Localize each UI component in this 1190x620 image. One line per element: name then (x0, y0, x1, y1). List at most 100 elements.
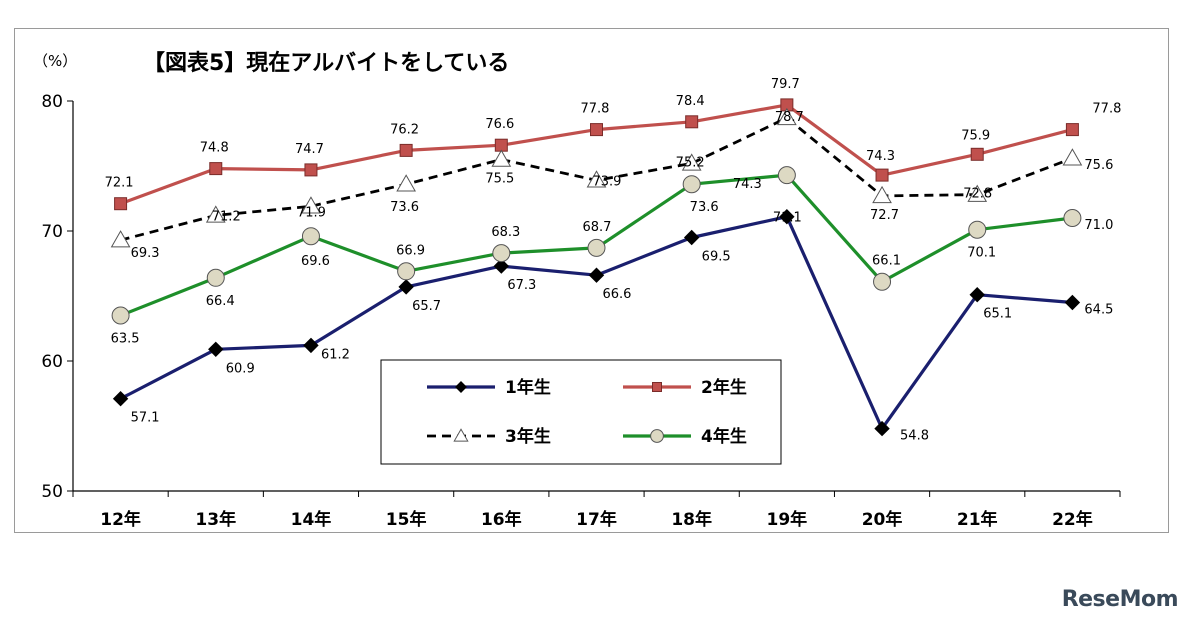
data-label: 69.3 (131, 246, 160, 261)
data-label: 74.3 (866, 149, 895, 164)
marker-triangle (491, 149, 512, 167)
data-label: 65.1 (983, 307, 1012, 322)
marker-square (114, 197, 128, 211)
marker-square (209, 162, 223, 176)
data-label: 72.7 (870, 208, 899, 223)
legend-entry-2: 2年生 (623, 377, 747, 398)
legend-entry-1: 1年生 (427, 377, 551, 398)
x-tick-label: 16年 (481, 509, 522, 530)
data-label: 66.4 (206, 294, 235, 309)
marker-circle (587, 238, 606, 257)
y-tick-label: 80 (41, 92, 63, 112)
data-label: 74.7 (295, 142, 324, 157)
data-label: 73.6 (690, 200, 719, 215)
marker-circle (1063, 209, 1082, 227)
legend-label: 2年生 (701, 377, 747, 398)
x-tick-label: 15年 (386, 509, 427, 530)
marker-diamond (493, 258, 510, 274)
data-label: 78.7 (775, 110, 804, 125)
data-label: 60.9 (226, 361, 255, 376)
x-tick-label: 13年 (195, 509, 236, 530)
series-4 (111, 166, 1082, 325)
marker-circle (968, 220, 987, 239)
legend-label: 1年生 (505, 377, 551, 398)
marker-triangle (681, 153, 702, 171)
marker-diamond (683, 229, 700, 246)
marker-triangle (453, 428, 469, 442)
chart-title: 【図表5】現在アルバイトをしている (143, 50, 509, 76)
marker-diamond (779, 208, 795, 225)
marker-square (685, 115, 699, 129)
data-label: 75.6 (1084, 158, 1113, 173)
series-2 (114, 98, 1079, 211)
marker-triangle (586, 170, 607, 188)
series-1 (112, 208, 1081, 437)
data-label: 76.6 (485, 117, 514, 132)
marker-triangle (301, 196, 321, 214)
data-label: 74.3 (733, 177, 762, 192)
chart-frame: 【図表5】現在アルバイトをしている （%） 50 60 70 80 12年 13年 14年 1… (14, 28, 1169, 533)
marker-diamond (874, 420, 890, 437)
data-label: 75.2 (676, 155, 705, 170)
marker-circle (111, 306, 130, 325)
marker-circle (492, 244, 511, 263)
data-label: 72.1 (105, 176, 134, 191)
data-label: 71.9 (297, 205, 326, 220)
data-label: 69.6 (301, 254, 330, 269)
marker-square (304, 163, 318, 177)
y-axis-unit: （%） (33, 52, 77, 70)
data-label: 75.5 (485, 172, 514, 187)
resemom-logo: ReseMom (1061, 587, 1179, 612)
marker-diamond (455, 381, 467, 393)
marker-triangle (1062, 148, 1083, 166)
data-labels: 57.1 60.9 61.2 65.7 67.3 66.6 69.5 71.1 54.8 65.1… (105, 77, 1122, 444)
data-label: 76.2 (390, 122, 419, 137)
x-tick-label: 20年 (862, 509, 903, 530)
data-label: 68.3 (491, 225, 520, 240)
data-label: 73.9 (593, 174, 622, 189)
marker-square (1065, 123, 1079, 137)
marker-circle (397, 262, 416, 281)
marker-triangle (967, 184, 988, 202)
data-label: 64.5 (1084, 303, 1113, 318)
marker-circle (682, 175, 701, 194)
marker-circle (206, 268, 225, 287)
data-label: 79.7 (771, 77, 800, 92)
legend: 1年生 2年生 3年生 4年生 (380, 359, 782, 465)
y-tick-label: 50 (41, 482, 63, 502)
marker-diamond (398, 279, 414, 295)
data-label: 78.4 (676, 94, 705, 109)
marker-triangle (205, 205, 226, 223)
legend-label: 4年生 (701, 426, 747, 447)
x-tick-label: 14年 (291, 509, 332, 530)
data-label: 75.9 (961, 128, 990, 143)
marker-square (494, 138, 508, 152)
data-label: 66.6 (603, 287, 632, 302)
marker-triangle (777, 107, 797, 126)
marker-square (399, 143, 413, 157)
data-label: 72.8 (963, 187, 992, 202)
marker-triangle (872, 185, 892, 204)
marker-diamond (303, 337, 319, 354)
marker-circle (873, 272, 892, 291)
marker-diamond (588, 267, 605, 283)
series-3 (110, 107, 1083, 248)
x-tick-label: 12年 (100, 509, 141, 530)
data-label: 65.7 (412, 299, 441, 314)
data-label: 61.2 (321, 347, 350, 362)
data-label: 66.1 (872, 254, 901, 269)
marker-diamond (1064, 294, 1081, 311)
marker-square (652, 382, 662, 392)
marker-diamond (208, 341, 224, 358)
x-tick-label: 22年 (1052, 509, 1093, 530)
data-label: 70.1 (967, 246, 996, 261)
legend-label: 3年生 (505, 426, 551, 447)
marker-diamond (112, 390, 129, 407)
data-label: 54.8 (900, 429, 929, 444)
marker-square (970, 147, 984, 161)
data-label: 66.9 (396, 243, 425, 258)
marker-circle (301, 227, 320, 246)
x-tick-label: 19年 (767, 509, 808, 530)
legend-entry-4: 4年生 (623, 426, 747, 447)
line-chart: 【図表5】現在アルバイトをしている （%） 50 60 70 80 12年 13年 14年 1… (33, 50, 1122, 530)
